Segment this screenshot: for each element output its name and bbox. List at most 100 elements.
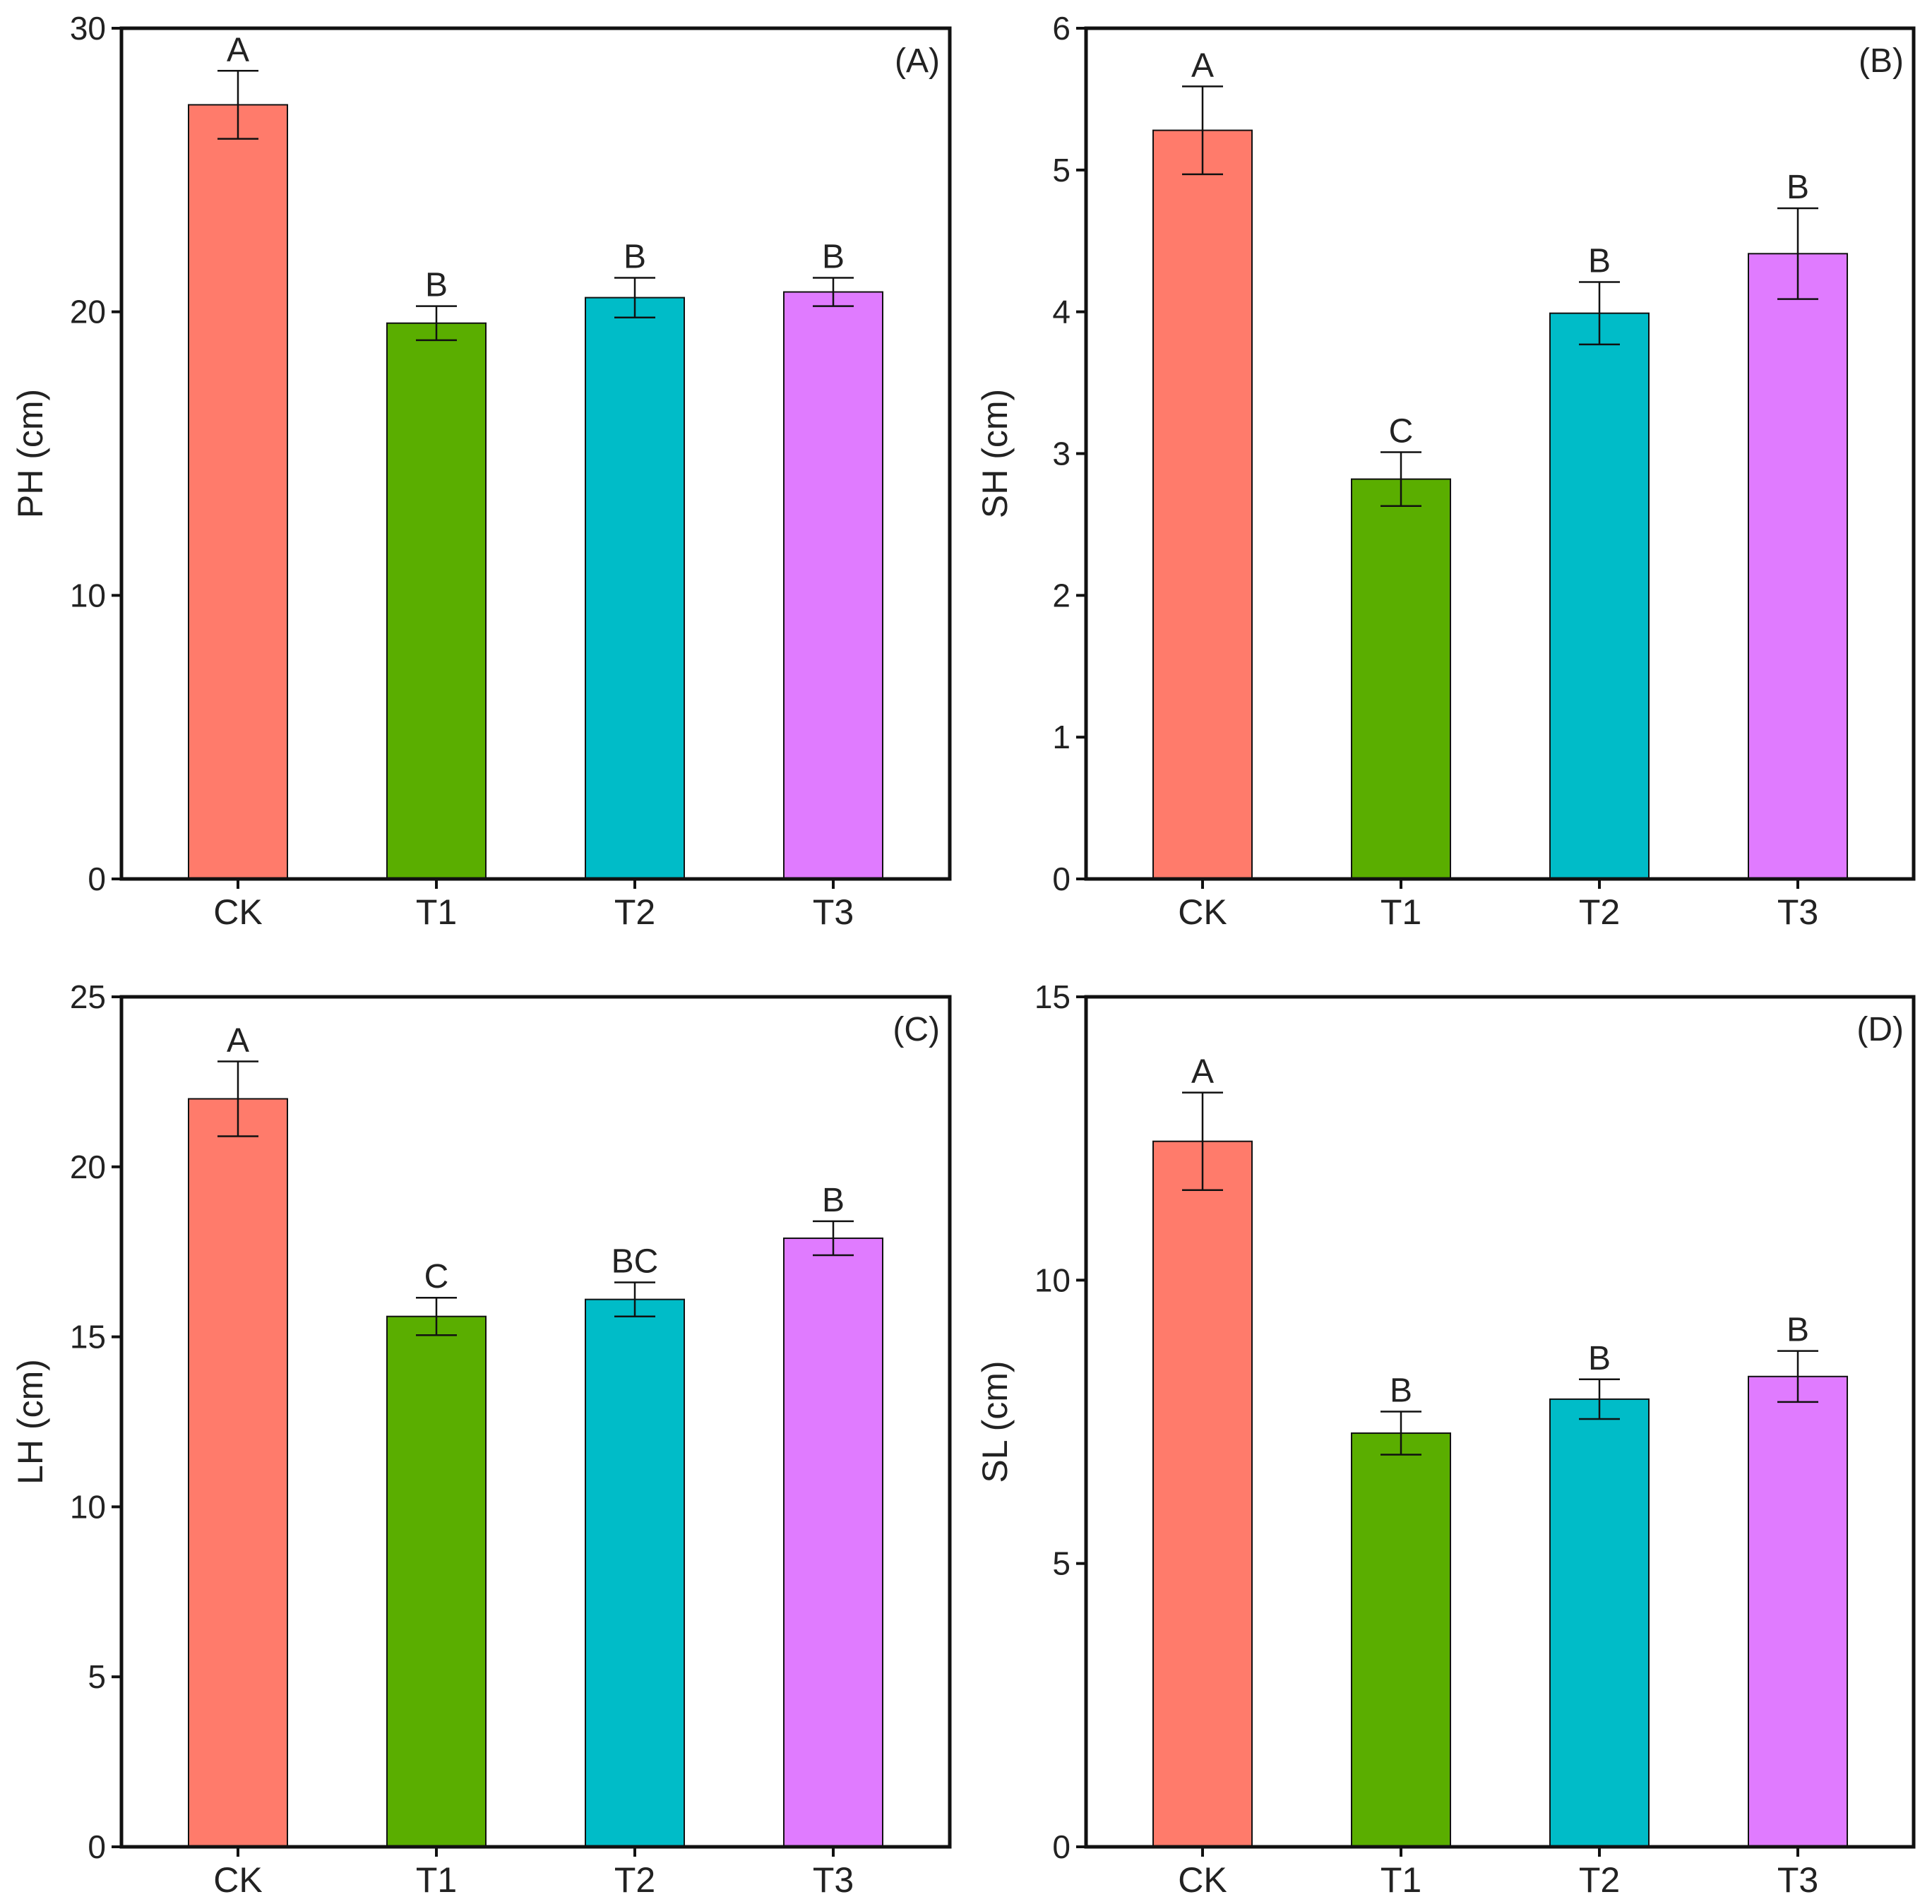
x-category-label: T3 (813, 892, 854, 932)
chart-panel-1: A B B B 0 10 20 30 CK T1 T2 T3 PH (cm) (A) (11, 10, 952, 932)
significance-label: B (624, 238, 646, 275)
y-tick-label: 0 (1052, 1828, 1071, 1865)
x-category-label: CK (213, 892, 262, 932)
bar-t2 (585, 297, 685, 880)
significance-label: B (1588, 1340, 1611, 1377)
error-bar-t2 (614, 277, 655, 318)
bar-ck (188, 104, 288, 880)
bar-t2 (1549, 312, 1650, 880)
bar-t3 (783, 291, 883, 880)
error-bar-t1 (416, 305, 457, 342)
significance-label: C (424, 1258, 449, 1295)
significance-label: C (1389, 412, 1414, 450)
significance-label: B (425, 267, 448, 304)
y-tick-label: 1 (1052, 719, 1071, 755)
y-tick-label: 0 (1052, 861, 1071, 897)
panel-tag: (A) (895, 42, 940, 80)
x-category-label: T3 (1777, 892, 1818, 932)
significance-label: A (1191, 47, 1214, 84)
error-bar-t3 (813, 277, 854, 307)
y-tick-label: 6 (1052, 10, 1071, 47)
y-axis-title: PH (cm) (11, 389, 50, 518)
bar-t3 (1748, 1375, 1848, 1848)
significance-label: A (227, 31, 249, 68)
y-tick-label: 5 (1052, 1545, 1071, 1582)
x-category-label: CK (213, 1860, 262, 1900)
error-bar-t2 (1579, 1378, 1620, 1420)
y-axis-title: SH (cm) (975, 389, 1015, 518)
error-bar-t1 (1381, 1411, 1421, 1456)
y-tick-label: 0 (88, 1828, 106, 1865)
error-bar-ck (217, 70, 258, 140)
significance-label: B (1787, 1312, 1809, 1349)
y-tick-label: 10 (70, 1488, 106, 1525)
y-tick-label: 15 (1034, 978, 1071, 1015)
y-tick-label: 3 (1052, 436, 1071, 472)
error-bar-t3 (1777, 207, 1818, 300)
y-tick-label: 10 (70, 577, 106, 613)
plot-frame (1084, 995, 1916, 1849)
x-category-label: T1 (1381, 1860, 1421, 1900)
y-tick-label: 10 (1034, 1262, 1071, 1298)
y-tick-label: 5 (1052, 152, 1071, 188)
error-bar-ck (1182, 85, 1223, 176)
x-category-label: T1 (416, 1860, 457, 1900)
x-category-label: CK (1178, 1860, 1227, 1900)
panel-tag: (B) (1859, 42, 1904, 80)
x-category-label: T3 (813, 1860, 854, 1900)
bar-ck (1152, 129, 1253, 880)
bar-t1 (1351, 1432, 1451, 1848)
chart-panel-4: A B B B 0 5 10 15 CK T1 T2 T3 SL (cm) (D) (975, 978, 1916, 1900)
plot-frame (119, 995, 952, 1849)
y-tick-label: 2 (1052, 577, 1071, 613)
y-tick-label: 20 (70, 1149, 106, 1185)
y-tick-label: 15 (70, 1319, 106, 1355)
error-bar-t2 (614, 1281, 655, 1317)
x-category-label: T3 (1777, 1860, 1818, 1900)
significance-label: A (227, 1022, 249, 1060)
error-bar-t2 (1579, 281, 1620, 346)
bar-ck (1152, 1140, 1253, 1848)
panel-tag: (C) (893, 1011, 940, 1048)
panel-tag: (D) (1856, 1011, 1904, 1048)
y-tick-label: 25 (70, 978, 106, 1015)
bar-t3 (1748, 253, 1848, 880)
y-tick-label: 20 (70, 294, 106, 330)
x-category-label: T1 (416, 892, 457, 932)
y-tick-label: 0 (88, 861, 106, 897)
x-category-label: T2 (1579, 1860, 1620, 1900)
significance-label: BC (612, 1243, 659, 1281)
bar-t2 (1549, 1398, 1650, 1848)
bar-t2 (585, 1298, 685, 1848)
y-tick-label: 4 (1052, 294, 1071, 330)
significance-label: A (1191, 1053, 1214, 1091)
significance-label: B (1787, 169, 1809, 206)
plot-frame (119, 26, 952, 881)
bar-t3 (783, 1237, 883, 1848)
significance-label: B (822, 1182, 845, 1219)
chart-panel-2: A C B B 0 1 2 3 4 5 6 CK T1 T2 T3 SH (cm) (B) (975, 10, 1916, 932)
error-bar-t3 (813, 1220, 854, 1257)
chart-panel-3: A C BC B 0 5 10 15 20 25 CK T1 T2 T3 LH (cm) (C) (11, 978, 952, 1900)
x-category-label: T2 (1579, 892, 1620, 932)
significance-label: B (1588, 242, 1611, 280)
error-bar-ck (1182, 1091, 1223, 1191)
y-tick-label: 5 (88, 1658, 106, 1695)
bar-t1 (386, 322, 487, 880)
error-bar-t1 (416, 1296, 457, 1336)
bar-t1 (386, 1315, 487, 1848)
error-bar-t1 (1381, 451, 1421, 508)
x-category-label: T1 (1381, 892, 1421, 932)
bar-t1 (1351, 478, 1451, 880)
y-tick-label: 30 (70, 10, 106, 47)
x-category-label: T2 (614, 1860, 655, 1900)
significance-label: B (1390, 1372, 1412, 1410)
y-axis-title: LH (cm) (11, 1359, 50, 1485)
error-bar-t3 (1777, 1350, 1818, 1403)
error-bar-ck (217, 1060, 258, 1137)
significance-label: B (822, 238, 845, 275)
y-axis-title: SL (cm) (975, 1360, 1015, 1483)
x-category-label: T2 (614, 892, 655, 932)
bar-ck (188, 1098, 288, 1848)
